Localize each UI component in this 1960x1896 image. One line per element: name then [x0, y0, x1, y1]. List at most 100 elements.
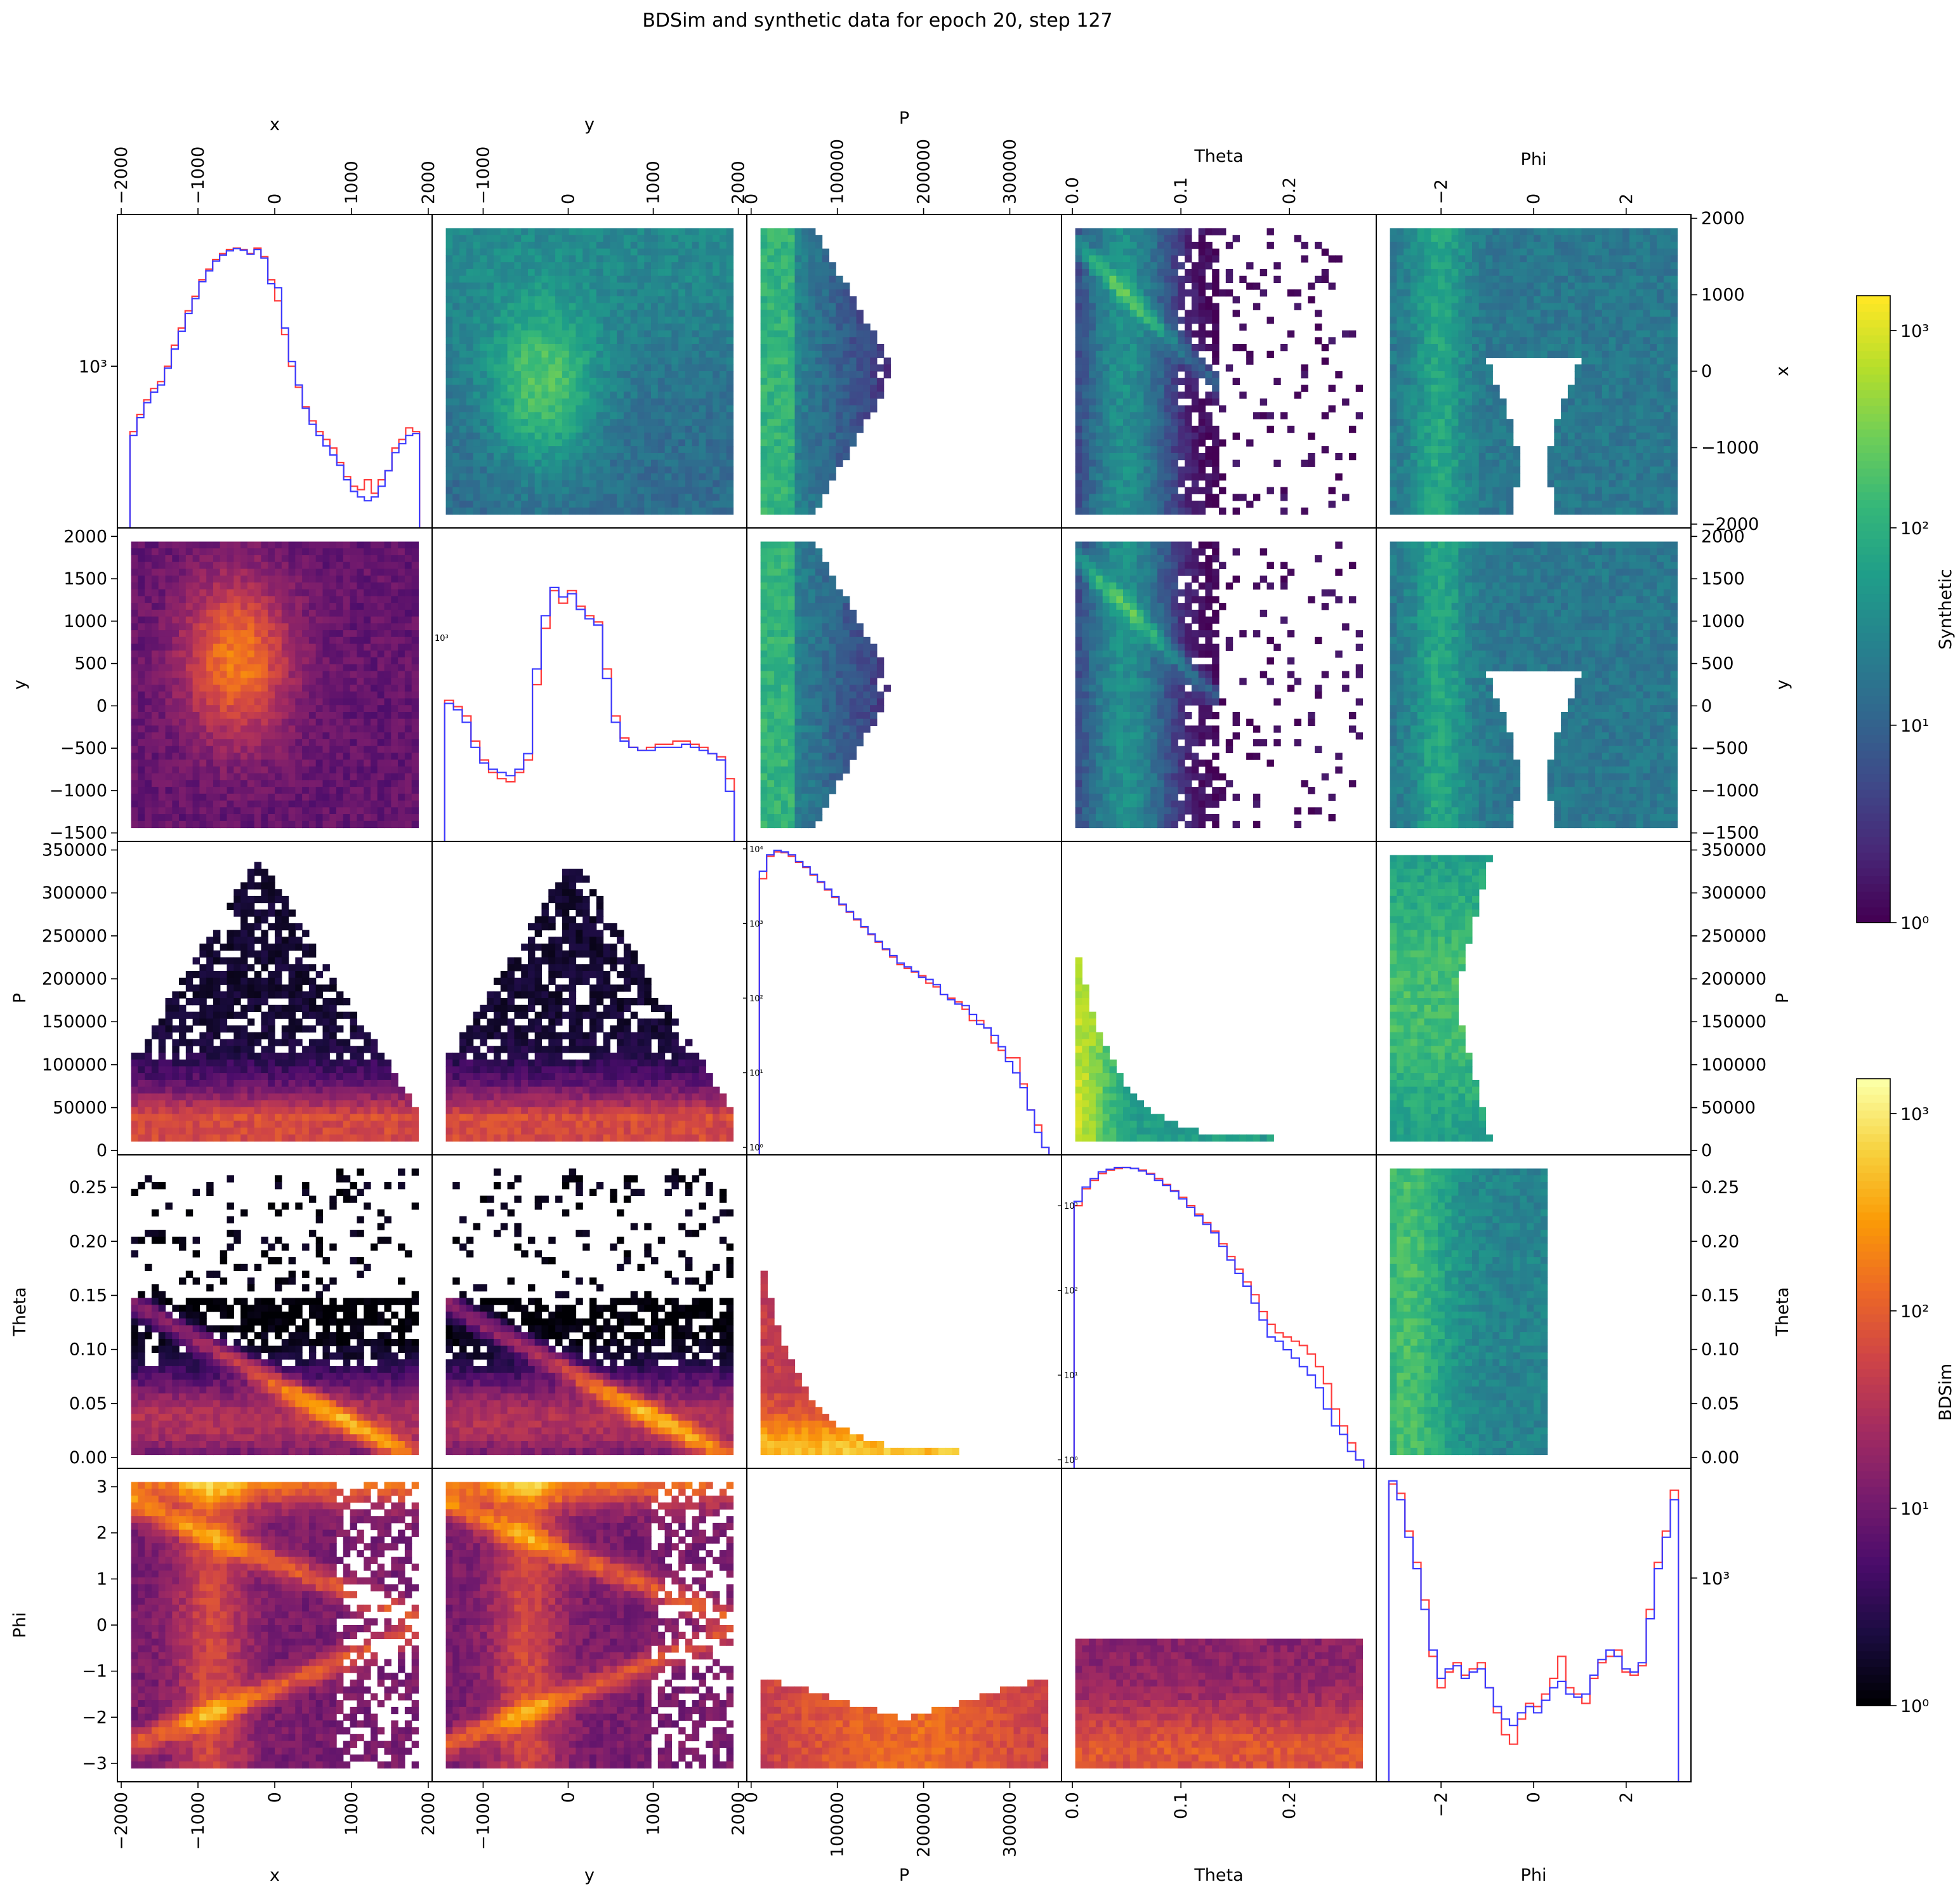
- heatmap-cell: [1444, 310, 1452, 317]
- heatmap-cell: [801, 385, 809, 392]
- heatmap-cell: [500, 248, 508, 256]
- heatmap-cell: [1129, 323, 1138, 331]
- heatmap-cell: [1143, 439, 1151, 447]
- heatmap-cell: [1636, 439, 1644, 447]
- heatmap-cell: [1608, 282, 1616, 290]
- heatmap-cell: [1424, 235, 1431, 242]
- heatmap-cell: [1574, 459, 1582, 467]
- heatmap-cell: [1472, 228, 1480, 235]
- heatmap-cell: [1082, 501, 1089, 508]
- heatmap-cell: [843, 317, 850, 324]
- heatmap-cell: [534, 248, 543, 256]
- heatmap-cell: [1075, 275, 1082, 283]
- heatmap-cell: [555, 364, 563, 372]
- heatmap-cell: [1424, 344, 1431, 352]
- heatmap-cell: [1458, 501, 1466, 508]
- heatmap-cell: [760, 330, 768, 338]
- heatmap-cell: [706, 350, 713, 359]
- heatmap-cell: [678, 378, 686, 385]
- heatmap-cell: [815, 317, 823, 324]
- heatmap-cell: [1451, 459, 1459, 467]
- heatmap-cell: [138, 753, 145, 760]
- heatmap-cell: [1650, 268, 1657, 277]
- heatmap-cell: [507, 282, 515, 290]
- heatmap-cell: [1095, 398, 1103, 406]
- heatmap-cell: [1643, 357, 1650, 365]
- heatmap-cell: [1615, 282, 1623, 290]
- heatmap-cell: [726, 385, 734, 392]
- heatmap-cell: [1650, 501, 1657, 508]
- heatmap-cell: [1663, 459, 1671, 467]
- heatmap-cell: [131, 705, 138, 713]
- heatmap-cell: [466, 330, 474, 338]
- heatmap-cell: [1116, 412, 1124, 419]
- heatmap-cell: [678, 337, 686, 345]
- heatmap-cell: [138, 739, 145, 747]
- heatmap-cell: [1451, 419, 1459, 426]
- heatmap-cell: [644, 344, 652, 352]
- heatmap-cell: [459, 310, 467, 317]
- heatmap-cell: [1431, 268, 1438, 277]
- heatmap-cell: [664, 439, 672, 447]
- heatmap-cell: [1472, 432, 1480, 440]
- heatmap-cell: [1390, 242, 1397, 249]
- heatmap-cell: [1444, 296, 1452, 304]
- heatmap-cell: [706, 501, 713, 508]
- heatmap-cell: [459, 248, 467, 256]
- heatmap-cell: [1608, 323, 1616, 331]
- heatmap-cell: [534, 452, 543, 461]
- heatmap-cell: [487, 282, 494, 290]
- heatmap-cell: [500, 466, 508, 474]
- heatmap-cell: [1260, 289, 1268, 297]
- heatmap-cell: [1424, 364, 1431, 372]
- heatmap-cell: [596, 323, 604, 331]
- heatmap-cell: [1608, 262, 1616, 270]
- heatmap-cell: [1438, 228, 1445, 235]
- heatmap-cell: [1164, 473, 1172, 481]
- heatmap-cell: [1588, 344, 1596, 352]
- heatmap-cell: [603, 452, 610, 461]
- heatmap-cell: [466, 452, 474, 461]
- heatmap-cell: [1404, 268, 1411, 277]
- heatmap-cell: [582, 228, 590, 235]
- heatmap-cell: [1513, 262, 1521, 270]
- heatmap-cell: [1458, 473, 1466, 481]
- heatmap-cell: [1116, 439, 1124, 447]
- heatmap-cell: [1561, 452, 1569, 461]
- heatmap-cell: [856, 385, 864, 392]
- heatmap-cell: [815, 425, 823, 433]
- heatmap-cell: [1478, 242, 1487, 249]
- heatmap-cell: [1581, 439, 1589, 447]
- heatmap-cell: [794, 452, 802, 461]
- heatmap-cell: [1527, 289, 1534, 297]
- heatmap-cell: [617, 242, 624, 249]
- heatmap-cell: [1588, 303, 1596, 310]
- heatmap-cell: [630, 275, 638, 283]
- heatmap-cell: [528, 494, 536, 501]
- heatmap-cell: [1581, 487, 1589, 494]
- heatmap-cell: [1478, 432, 1487, 440]
- heatmap-cell: [801, 446, 809, 454]
- heatmap-cell: [610, 255, 617, 263]
- heatmap-cell: [794, 378, 802, 385]
- heatmap-cell: [1499, 248, 1507, 256]
- heatmap-cell: [699, 268, 706, 277]
- heatmap-cell: [1527, 282, 1534, 290]
- heatmap-cell: [1198, 364, 1206, 372]
- heatmap-cell: [466, 425, 474, 433]
- heatmap-cell: [1615, 446, 1623, 454]
- heatmap-cell: [541, 242, 549, 249]
- heatmap-cell: [610, 452, 617, 461]
- heatmap-cell: [610, 282, 617, 290]
- heatmap-cell: [452, 330, 460, 338]
- heatmap-cell: [1129, 289, 1138, 297]
- heatmap-cell: [1232, 459, 1240, 467]
- heatmap-cell: [1438, 432, 1445, 440]
- heatmap-cell: [589, 487, 597, 494]
- heatmap-cell: [1150, 289, 1158, 297]
- heatmap-cell: [774, 419, 782, 426]
- heatmap-cell: [794, 289, 802, 297]
- heatmap-cell: [719, 452, 727, 461]
- heatmap-cell: [1164, 268, 1172, 277]
- heatmap-cell: [1219, 473, 1227, 481]
